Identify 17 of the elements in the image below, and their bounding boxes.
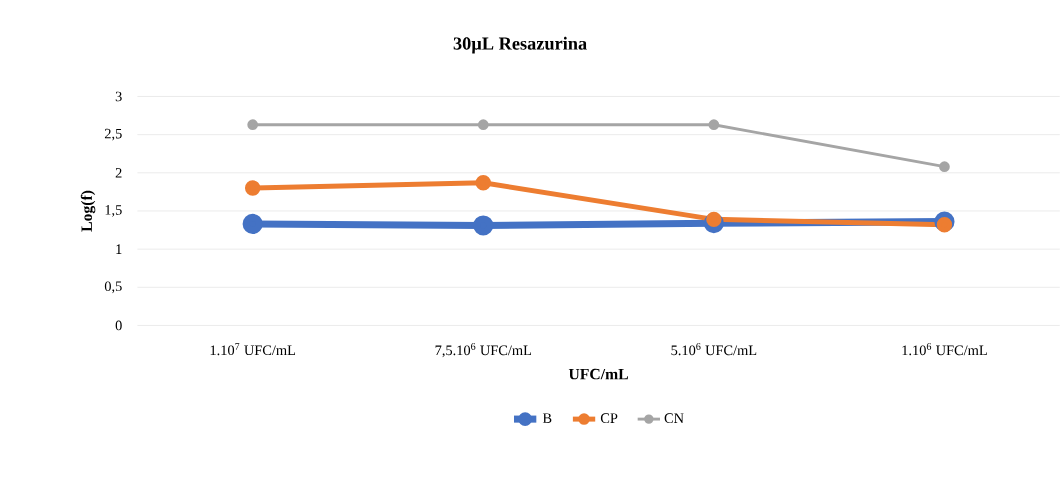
legend-label: CN (664, 413, 684, 424)
chart-title: 30µL Resazurina (453, 36, 587, 54)
x-tick-label: 1.10$^{7}$ UFC/mL (210, 343, 296, 356)
y-tick-label: 1 (116, 244, 122, 254)
y-tick-label: 0 (115, 320, 122, 331)
y-tick-label: 0,5 (104, 281, 122, 294)
x-tick-label: 5.10$^{6}$ UFC/mL (671, 343, 757, 356)
legend-label: CP (600, 413, 618, 424)
y-tick-label: 1,5 (105, 205, 122, 217)
x-tick-label: 1.10$^{6}$ UFC/mL (902, 343, 987, 356)
y-tick-label: 3 (115, 91, 122, 102)
y-tick-label: 2 (115, 168, 122, 178)
y-tick-label: 2,5 (104, 128, 122, 141)
x-axis-title: UFC/mL (568, 368, 628, 380)
legend-label: B (542, 413, 552, 424)
x-tick-label: 7,5.10$^{6}$ UFC/mL (435, 343, 532, 358)
y-axis-title: Log(f) (80, 190, 96, 232)
